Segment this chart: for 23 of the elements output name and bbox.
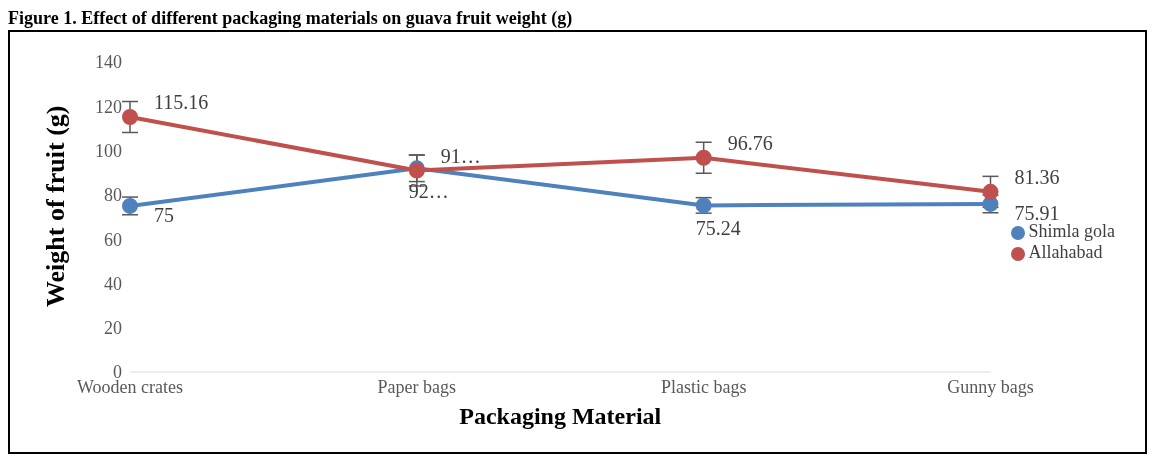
y-tick-label: 120 bbox=[95, 96, 122, 117]
legend-label: Allahabad bbox=[1028, 242, 1103, 262]
data-label: 75 bbox=[154, 203, 174, 226]
y-tick-label: 20 bbox=[104, 318, 122, 339]
chart-title: Figure 1. Effect of different packaging materials on guava fruit weight (g) bbox=[8, 8, 574, 30]
data-label: 91… bbox=[440, 144, 481, 167]
x-tick-label: Paper bags bbox=[377, 376, 457, 397]
y-tick-label: 100 bbox=[95, 140, 122, 161]
data-label: 92… bbox=[408, 180, 449, 203]
data-label: 115.16 bbox=[154, 91, 209, 113]
data-label: 75.24 bbox=[695, 217, 741, 240]
x-axis-title: Packaging Material bbox=[459, 403, 662, 429]
data-label: 81.36 bbox=[1014, 165, 1060, 188]
y-tick-label: 60 bbox=[104, 229, 122, 250]
x-tick-label: Plastic bags bbox=[660, 376, 747, 397]
legend-label: Shimla gola bbox=[1028, 221, 1115, 241]
y-tick-label: 40 bbox=[104, 273, 122, 294]
y-tick-label: 140 bbox=[95, 52, 122, 73]
y-tick-label: 80 bbox=[104, 185, 122, 206]
data-label: 96.76 bbox=[727, 131, 773, 154]
y-axis-title: Weight of fruit (g) bbox=[41, 105, 71, 307]
data-label: 75.91 bbox=[1014, 201, 1060, 224]
x-tick-label: Gunny bags bbox=[947, 376, 1034, 397]
